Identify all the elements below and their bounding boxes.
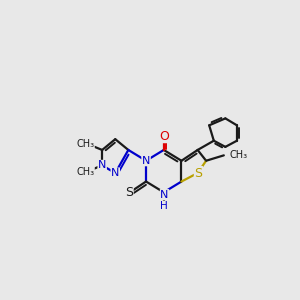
Text: N: N [98, 160, 106, 170]
Text: O: O [159, 130, 169, 142]
Text: CH₃: CH₃ [76, 167, 94, 176]
Text: S: S [125, 186, 133, 199]
Text: N: N [160, 190, 169, 200]
Text: CH₃: CH₃ [230, 150, 248, 160]
Text: N: N [111, 168, 119, 178]
Text: S: S [194, 167, 202, 180]
Text: CH₃: CH₃ [76, 139, 94, 149]
Text: N: N [142, 156, 150, 166]
Text: H: H [160, 201, 168, 211]
